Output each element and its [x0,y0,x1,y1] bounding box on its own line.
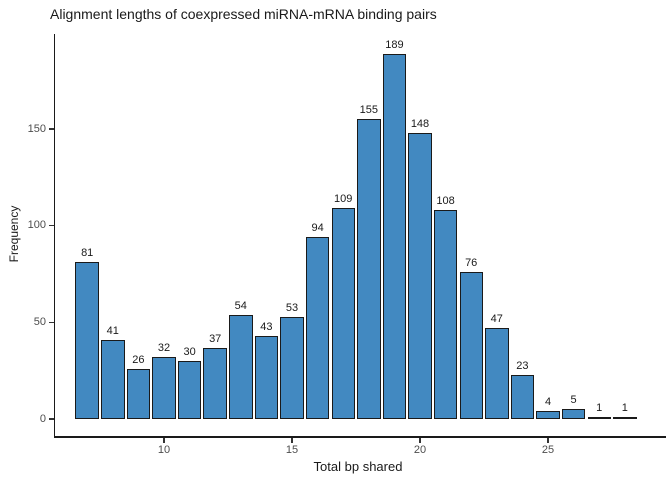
y-tick-label: 150 [27,122,46,135]
y-tick-label: 0 [39,412,46,425]
bar-value-label: 30 [183,346,196,358]
y-tick-mark [48,321,54,324]
bar [305,237,330,419]
x-tick-label: 25 [541,444,555,456]
y-tick-label: 50 [33,315,46,328]
bar [203,347,227,419]
bar [433,210,458,419]
bar [536,411,560,419]
bar [177,361,202,419]
bar-value-label: 43 [260,320,273,333]
bar [254,335,279,419]
bar-value-label: 32 [157,342,171,355]
bar-value-label: 5 [570,394,577,407]
bar [459,272,483,419]
bar [75,262,99,419]
bar-value-label: 155 [359,104,378,117]
x-tick-mark [291,437,293,443]
bar [561,409,586,419]
bar-value-label: 26 [132,353,145,366]
bar [331,208,355,419]
bar [152,357,176,419]
bar-value-label: 94 [311,222,324,235]
bar-value-label: 23 [516,359,529,372]
bar [485,328,509,419]
bar-value-label: 109 [334,193,353,206]
bar-value-label: 1 [621,402,628,414]
chart-title: Alignment lengths of coexpressed miRNA-m… [50,6,437,22]
bar-value-label: 81 [81,247,94,260]
y-tick-mark [48,418,54,420]
bar [229,314,253,419]
bar-value-label: 76 [465,257,478,270]
bar [101,339,125,419]
bar [408,132,432,419]
bar [613,417,637,419]
bar [510,374,535,419]
x-tick-label: 15 [285,444,299,456]
y-tick-mark [48,128,54,130]
bar-value-label: 4 [544,396,552,409]
bar [357,119,381,419]
x-axis-line [53,436,666,438]
bar [126,368,151,419]
x-tick-mark [163,437,165,443]
y-axis-line [53,34,55,437]
x-tick-mark [419,437,421,443]
bar-value-label: 108 [436,195,455,208]
bar [280,316,304,419]
x-tick-label: 10 [157,444,171,456]
bar [382,53,407,419]
y-tick-mark [48,224,54,227]
bar-value-label: 189 [385,38,404,51]
bar-value-label: 37 [209,332,222,345]
bar [587,417,611,419]
x-axis-title: Total bp shared [313,459,403,474]
bar-value-label: 47 [490,313,503,326]
bar-value-label: 148 [410,117,430,130]
bar-value-label: 41 [106,324,119,337]
bar-value-label: 1 [596,402,603,414]
x-tick-label: 20 [413,444,427,456]
bar-value-label: 54 [234,299,247,312]
y-axis-title: Frequency [7,205,21,263]
bar-value-label: 53 [285,301,299,314]
y-tick-label: 100 [27,219,46,232]
x-tick-mark [547,437,549,443]
